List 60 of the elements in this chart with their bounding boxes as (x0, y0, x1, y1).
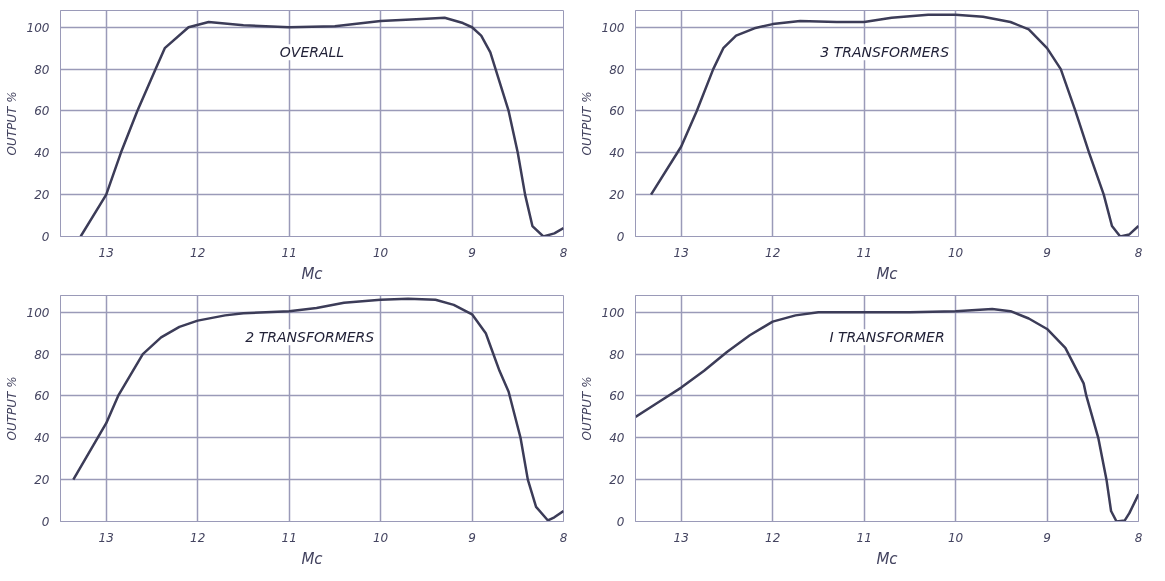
x-tick-label: 8 (559, 245, 568, 260)
x-tick-label: 10 (372, 245, 389, 260)
y-tick-label: 100 (26, 305, 50, 320)
y-tick-label: 0 (41, 515, 50, 529)
x-tick-label: 12 (765, 245, 781, 260)
x-tick-label: 8 (559, 530, 568, 545)
y-tick-label: 20 (34, 473, 50, 488)
x-tick-label: 13 (673, 245, 689, 260)
text: I TRANSFORMER (829, 329, 945, 346)
x-tick-label: 11 (281, 530, 297, 545)
y-tick-label: 100 (26, 20, 50, 35)
text: 2 TRANSFORMERS (245, 329, 375, 346)
x-tick-label: 9 (1043, 530, 1051, 545)
x-tick-label: 12 (190, 245, 206, 260)
y-tick-label: 100 (601, 305, 625, 320)
y-tick-label: 60 (609, 389, 625, 404)
x-tick-label: 9 (468, 530, 476, 545)
y-tick-label: 80 (34, 347, 50, 362)
y-tick-label: 20 (609, 188, 625, 203)
y-tick-label: 60 (34, 389, 50, 404)
x-tick-label: 9 (468, 245, 476, 260)
y-tick-label: 100 (601, 20, 625, 35)
text: OVERALL (279, 44, 345, 61)
y-tick-label: 80 (609, 62, 625, 77)
y-tick-label: 40 (34, 431, 50, 446)
x-tick-label: 13 (98, 245, 114, 260)
x-tick-label: 12 (765, 530, 781, 545)
x-tick-label: 11 (856, 245, 872, 260)
x-tick-label: 8 (1134, 245, 1143, 260)
x-axis-title: Mc (301, 264, 324, 283)
y-tick-label: 40 (609, 431, 625, 446)
y-axis-title: OUTPUT % (4, 376, 19, 441)
x-tick-label: 11 (856, 530, 872, 545)
y-tick-label: 20 (34, 188, 50, 203)
y-tick-label: 40 (34, 146, 50, 161)
x-tick-label: 12 (190, 530, 206, 545)
y-axis-title: OUTPUT % (579, 91, 594, 156)
y-axis-title: OUTPUT % (579, 376, 594, 441)
x-axis-title: Mc (876, 549, 899, 568)
x-tick-label: 9 (1043, 245, 1051, 260)
y-tick-label: 0 (616, 515, 625, 529)
y-tick-label: 0 (41, 230, 50, 244)
x-tick-label: 10 (947, 530, 964, 545)
y-tick-label: 20 (609, 473, 625, 488)
x-axis-title: Mc (876, 264, 899, 283)
x-tick-label: 8 (1134, 530, 1143, 545)
x-tick-label: 10 (947, 245, 964, 260)
x-axis-title: Mc (301, 549, 324, 568)
x-tick-label: 13 (673, 530, 689, 545)
y-tick-label: 60 (34, 104, 50, 119)
x-tick-label: 13 (98, 530, 114, 545)
y-tick-label: 40 (609, 146, 625, 161)
text: 3 TRANSFORMERS (820, 44, 950, 61)
x-tick-label: 11 (281, 245, 297, 260)
y-axis-title: OUTPUT % (4, 91, 19, 156)
y-tick-label: 80 (609, 347, 625, 362)
y-tick-label: 60 (609, 104, 625, 119)
y-tick-label: 80 (34, 62, 50, 77)
x-tick-label: 10 (372, 530, 389, 545)
y-tick-label: 0 (616, 230, 625, 244)
